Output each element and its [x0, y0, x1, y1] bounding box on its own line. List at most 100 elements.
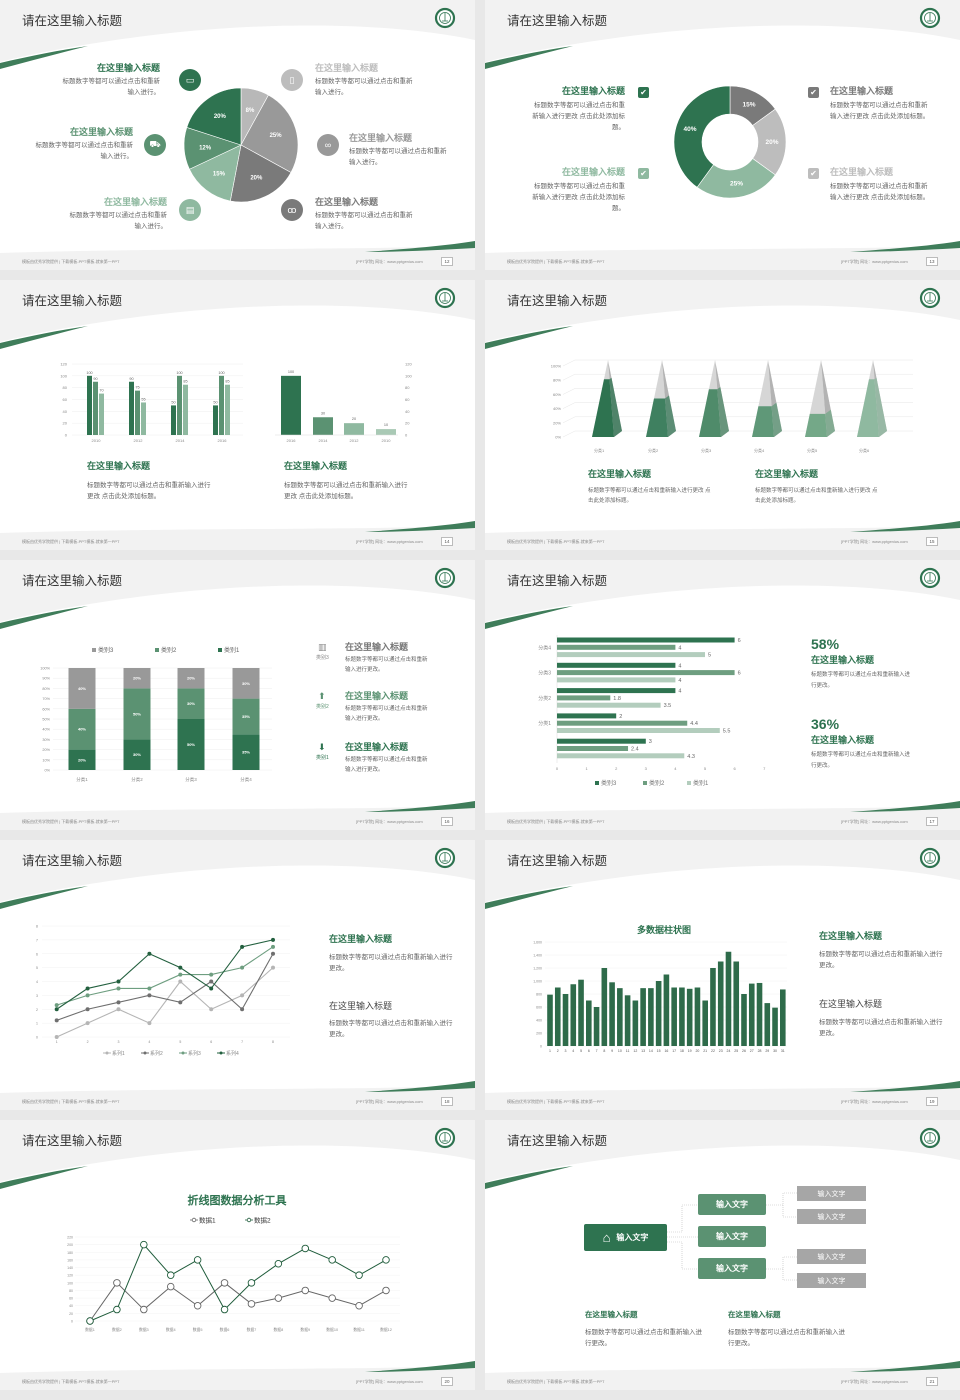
slide-21[interactable]: 请在这里输入标题 模板由优秀学院提供 | 下载模板-PPT模板-就来第一PPT [P…	[485, 1120, 960, 1390]
data-point	[328, 1256, 336, 1264]
org-leaf-node[interactable]: 输入文字	[797, 1209, 866, 1224]
tick-label: 15	[657, 1049, 661, 1053]
legend-item[interactable]: 类别2	[155, 646, 177, 654]
org-leaf-node[interactable]: 输入文字	[797, 1186, 866, 1201]
item-text: 标题数字等都可以通过点击和重新输入进行更改 点击此处添加标题。	[755, 488, 878, 504]
item-heading: 在这里输入标题	[349, 133, 413, 143]
checkbox-icon[interactable]: ✔	[808, 87, 819, 98]
tick-label: 分类1	[538, 720, 551, 727]
tick-label: 40	[69, 1304, 73, 1308]
tick-label: 11	[626, 1049, 630, 1053]
legend-item[interactable]: 类别1	[218, 646, 240, 654]
org-child-node[interactable]: 输入文字	[698, 1194, 766, 1215]
page-number: 21	[926, 1377, 938, 1386]
legend-item[interactable]: 数据1	[190, 1216, 216, 1225]
tick-label: 26	[742, 1049, 746, 1053]
slide-13[interactable]: 请在这里输入标题 模板由优秀学院提供 | 下载模板-PPT模板-就来第一PPT [P…	[485, 0, 960, 270]
tick-label: 3	[645, 766, 648, 771]
legend-item[interactable]: 类别2	[643, 779, 665, 787]
slide-background	[485, 0, 960, 270]
data-label: 70	[99, 389, 103, 393]
slide-16[interactable]: 请在这里输入标题 模板由优秀学院提供 | 下载模板-PPT模板-就来第一PPT [P…	[0, 560, 475, 830]
bar	[313, 417, 333, 435]
data-label: 90	[93, 377, 97, 381]
tick-label: 数据5	[193, 1327, 203, 1332]
tick-label: 70%	[42, 697, 50, 701]
bar	[557, 644, 676, 650]
legend-item[interactable]: 类别1	[687, 779, 709, 787]
legend-item[interactable]: 数据2	[245, 1216, 271, 1225]
slide-15[interactable]: 请在这里输入标题 模板由优秀学院提供 | 下载模板-PPT模板-就来第一PPT [P…	[485, 280, 960, 550]
bar	[554, 987, 561, 1046]
data-label: 50%	[187, 742, 195, 747]
item-heading: 在这里输入标题	[329, 1001, 393, 1011]
data-point	[240, 993, 245, 998]
footer-left: 模板由优秀学院提供 | 下载模板-PPT模板-就来第一PPT	[507, 819, 605, 824]
tick-label: 8	[603, 1049, 605, 1053]
tick-label: 数据1	[85, 1327, 95, 1332]
footer-right: [PPT学院] 网址：www.pptgenius.com	[841, 259, 908, 264]
data-label: 100	[288, 370, 294, 374]
item-heading: 在这里输入标题	[561, 167, 625, 177]
bar	[593, 1007, 600, 1046]
slide-12[interactable]: 请在这里输入标题 模板由优秀学院提供 | 下载模板-PPT模板-就来第一PPT [P…	[0, 0, 475, 270]
data-label: 20%	[187, 676, 195, 681]
legend-item[interactable]: 系列3	[179, 1050, 201, 1057]
slice-label: 15%	[743, 102, 756, 109]
slide-background	[0, 0, 475, 270]
org-leaf-node[interactable]: 输入文字	[797, 1249, 866, 1264]
checkbox-icon[interactable]: ✔	[638, 168, 649, 179]
bar	[171, 405, 176, 435]
stat-value: 58%	[811, 636, 840, 652]
tick-label: 1	[585, 766, 588, 771]
line-series	[56, 946, 274, 1006]
tick-label: 6	[36, 952, 38, 956]
bar	[741, 994, 747, 1046]
tick-label: 20	[69, 1312, 73, 1316]
data-label: 4	[678, 678, 681, 684]
data-point	[54, 1018, 59, 1023]
checkbox-icon[interactable]: ✔	[638, 87, 649, 98]
slide-19[interactable]: 请在这里输入标题 模板由优秀学院提供 | 下载模板-PPT模板-就来第一PPT [P…	[485, 840, 960, 1110]
item-text: 标题数字等都可以通过点击和重新输入进行更改 点击此处添加标题。	[830, 183, 930, 201]
line-series	[56, 953, 274, 1021]
org-leaf-node[interactable]: 输入文字	[797, 1273, 866, 1288]
legend-item[interactable]: 类别3	[595, 779, 617, 787]
decorative-swoosh	[850, 521, 960, 532]
slide-18[interactable]: 请在这里输入标题 模板由优秀学院提供 | 下载模板-PPT模板-就来第一PPT [P…	[0, 840, 475, 1110]
item-text: 标题数字等都可以通过点击和重新输入进行。	[315, 78, 413, 96]
item-text: 标题数字等都可以通过点击和重新输入进行。	[349, 148, 447, 166]
tick-label: 分类3	[185, 776, 197, 783]
slide-14[interactable]: 请在这里输入标题 模板由优秀学院提供 | 下载模板-PPT模板-就来第一PPT [P…	[0, 280, 475, 550]
data-label: 6	[738, 671, 741, 677]
data-point	[328, 1294, 336, 1302]
item-text: 标题数字等都可以通过点击和重新输入进行更改。	[811, 752, 911, 769]
org-child-node[interactable]: 输入文字	[698, 1226, 766, 1247]
checkbox-icon[interactable]: ✔	[808, 168, 819, 179]
data-point	[240, 944, 245, 949]
slide-17[interactable]: 请在这里输入标题 模板由优秀学院提供 | 下载模板-PPT模板-就来第一PPT [P…	[485, 560, 960, 830]
data-point	[147, 993, 152, 998]
tick-label: 2014	[319, 438, 329, 443]
legend-label: 系列4	[226, 1050, 239, 1057]
tick-label: 3	[118, 1040, 120, 1044]
decorative-swoosh	[365, 521, 475, 532]
org-root-node[interactable]: ⌂ 输入文字	[584, 1224, 667, 1251]
tick-label: 21	[703, 1049, 707, 1053]
tick-label: 50%	[42, 718, 50, 722]
tick-label: 数据9	[300, 1327, 310, 1332]
bar	[557, 662, 676, 668]
legend-item[interactable]: 系列2	[141, 1050, 163, 1057]
tick-label: 40	[405, 409, 410, 414]
legend-item[interactable]: 系列1	[103, 1050, 125, 1057]
slide-20[interactable]: 请在这里输入标题 模板由优秀学院提供 | 下载模板-PPT模板-就来第一PPT [P…	[0, 1120, 475, 1390]
footer-right: [PPT学院] 网址：www.pptgenius.com	[356, 819, 423, 824]
legend-label: 类别1	[224, 646, 240, 654]
data-label: 55	[141, 397, 145, 401]
data-point	[113, 1279, 121, 1287]
legend-item[interactable]: 类别3	[92, 646, 114, 654]
org-child-node[interactable]: 输入文字	[698, 1258, 766, 1279]
footer-left: 模板由优秀学院提供 | 下载模板-PPT模板-就来第一PPT	[507, 539, 605, 544]
tick-label: 10	[618, 1049, 622, 1053]
legend-item[interactable]: 系列4	[217, 1050, 239, 1057]
